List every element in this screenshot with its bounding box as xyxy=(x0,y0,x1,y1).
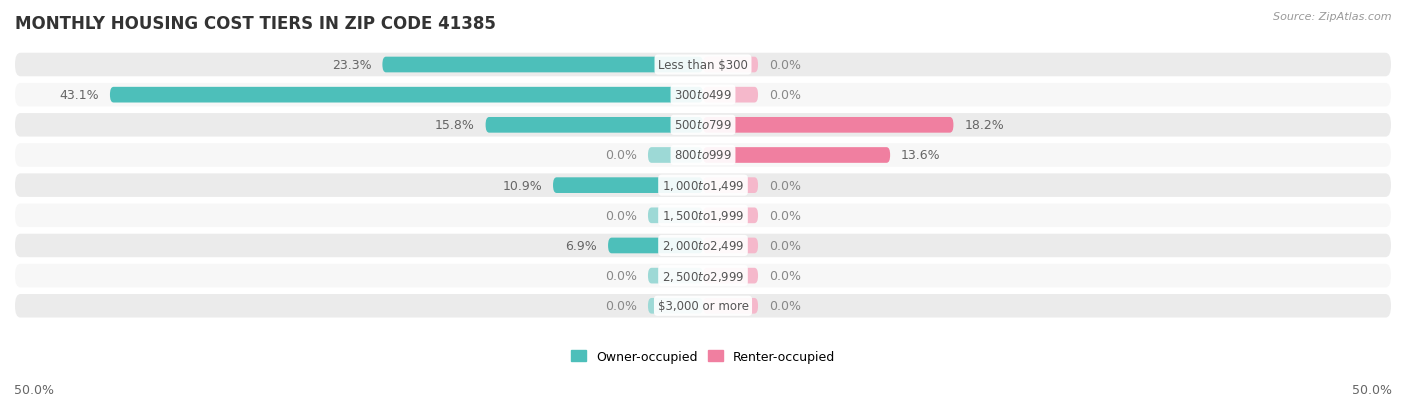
Text: 13.6%: 13.6% xyxy=(901,149,941,162)
FancyBboxPatch shape xyxy=(648,268,703,284)
FancyBboxPatch shape xyxy=(15,84,1391,107)
FancyBboxPatch shape xyxy=(382,57,703,73)
FancyBboxPatch shape xyxy=(15,234,1391,258)
FancyBboxPatch shape xyxy=(15,294,1391,318)
Text: $800 to $999: $800 to $999 xyxy=(673,149,733,162)
FancyBboxPatch shape xyxy=(110,88,703,103)
FancyBboxPatch shape xyxy=(703,148,890,164)
FancyBboxPatch shape xyxy=(703,208,758,223)
FancyBboxPatch shape xyxy=(648,298,703,314)
Text: 50.0%: 50.0% xyxy=(1353,384,1392,396)
FancyBboxPatch shape xyxy=(15,144,1391,167)
FancyBboxPatch shape xyxy=(15,114,1391,137)
Text: 0.0%: 0.0% xyxy=(769,209,801,222)
Text: 0.0%: 0.0% xyxy=(769,89,801,102)
FancyBboxPatch shape xyxy=(648,148,703,164)
FancyBboxPatch shape xyxy=(703,238,758,254)
FancyBboxPatch shape xyxy=(15,204,1391,228)
Text: 0.0%: 0.0% xyxy=(769,269,801,282)
Text: MONTHLY HOUSING COST TIERS IN ZIP CODE 41385: MONTHLY HOUSING COST TIERS IN ZIP CODE 4… xyxy=(15,15,496,33)
Text: 6.9%: 6.9% xyxy=(565,240,598,252)
FancyBboxPatch shape xyxy=(15,174,1391,197)
Text: Less than $300: Less than $300 xyxy=(658,59,748,72)
Text: 0.0%: 0.0% xyxy=(605,149,637,162)
Text: Source: ZipAtlas.com: Source: ZipAtlas.com xyxy=(1274,12,1392,22)
Text: $3,000 or more: $3,000 or more xyxy=(658,299,748,313)
Text: 15.8%: 15.8% xyxy=(434,119,475,132)
Text: $1,500 to $1,999: $1,500 to $1,999 xyxy=(662,209,744,223)
Text: 43.1%: 43.1% xyxy=(59,89,98,102)
Text: 10.9%: 10.9% xyxy=(502,179,541,192)
Text: 0.0%: 0.0% xyxy=(605,269,637,282)
FancyBboxPatch shape xyxy=(703,178,758,194)
FancyBboxPatch shape xyxy=(15,54,1391,77)
Text: $2,500 to $2,999: $2,500 to $2,999 xyxy=(662,269,744,283)
Text: 23.3%: 23.3% xyxy=(332,59,371,72)
Text: $300 to $499: $300 to $499 xyxy=(673,89,733,102)
FancyBboxPatch shape xyxy=(703,88,758,103)
FancyBboxPatch shape xyxy=(703,118,953,133)
FancyBboxPatch shape xyxy=(607,238,703,254)
Text: 18.2%: 18.2% xyxy=(965,119,1004,132)
Text: $2,000 to $2,499: $2,000 to $2,499 xyxy=(662,239,744,253)
FancyBboxPatch shape xyxy=(703,268,758,284)
Text: 0.0%: 0.0% xyxy=(769,179,801,192)
Legend: Owner-occupied, Renter-occupied: Owner-occupied, Renter-occupied xyxy=(567,345,839,368)
FancyBboxPatch shape xyxy=(703,57,758,73)
FancyBboxPatch shape xyxy=(553,178,703,194)
Text: $500 to $799: $500 to $799 xyxy=(673,119,733,132)
Text: 0.0%: 0.0% xyxy=(605,209,637,222)
FancyBboxPatch shape xyxy=(15,264,1391,288)
Text: 0.0%: 0.0% xyxy=(769,59,801,72)
Text: 0.0%: 0.0% xyxy=(769,299,801,313)
FancyBboxPatch shape xyxy=(648,208,703,223)
Text: 0.0%: 0.0% xyxy=(605,299,637,313)
Text: 0.0%: 0.0% xyxy=(769,240,801,252)
FancyBboxPatch shape xyxy=(703,298,758,314)
Text: 50.0%: 50.0% xyxy=(14,384,53,396)
Text: $1,000 to $1,499: $1,000 to $1,499 xyxy=(662,179,744,193)
FancyBboxPatch shape xyxy=(485,118,703,133)
